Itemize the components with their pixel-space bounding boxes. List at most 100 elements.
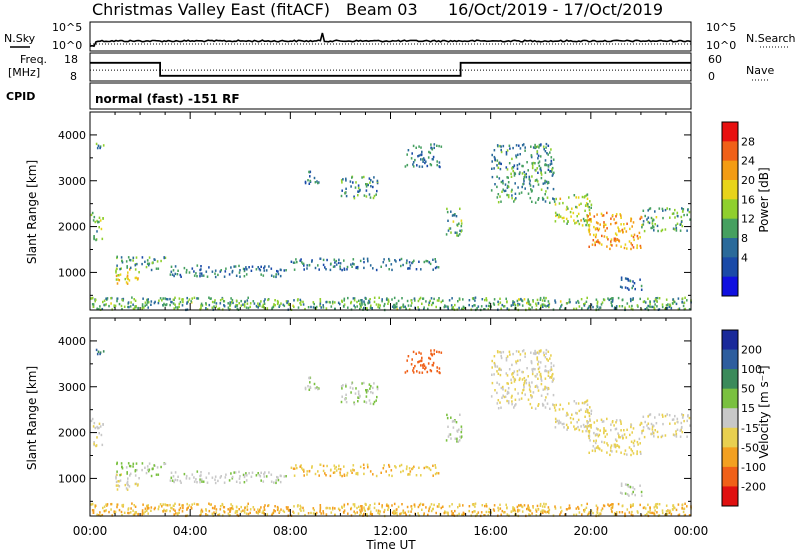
cpid-text: normal (fast) -151 RF [95, 92, 240, 106]
velocity-cell [229, 510, 231, 514]
velocity-cell [400, 463, 403, 467]
power-cell [345, 179, 347, 182]
velocity-cell [126, 488, 129, 491]
power-cell [540, 169, 542, 172]
velocity-cell [101, 513, 104, 517]
velocity-cell [555, 403, 557, 407]
velocity-cell [430, 503, 433, 506]
velocity-cell [143, 512, 145, 515]
power-cell [537, 197, 540, 200]
power-cell [311, 260, 313, 263]
power-cell [319, 300, 322, 303]
power-cell [542, 198, 544, 201]
velocity-cell [436, 369, 438, 373]
velocity-cell [458, 428, 460, 431]
power-cell [277, 272, 280, 276]
velocity-cell [511, 403, 513, 406]
velocity-cell [522, 349, 525, 352]
velocity-cell [554, 507, 557, 510]
power-cell [603, 235, 606, 238]
velocity-cell [313, 508, 315, 512]
power-cell [368, 193, 371, 196]
freq-label: Freq. [20, 53, 47, 66]
power-cell [309, 179, 311, 183]
power-cell [499, 297, 501, 300]
velocity-cell [447, 435, 450, 438]
power-cell [378, 306, 381, 310]
power-cell [322, 258, 325, 262]
velocity-cell [333, 464, 336, 467]
power-cell [357, 186, 360, 190]
power-cell [462, 305, 465, 308]
velocity-cell [239, 475, 241, 478]
velocity-cell [137, 483, 139, 486]
velocity-cell [375, 509, 378, 512]
power-cell [447, 305, 449, 308]
power-cell [577, 299, 579, 303]
velocity-cell [655, 422, 658, 425]
power-cell [103, 303, 106, 307]
power-cell [584, 204, 587, 207]
power-cell [683, 308, 686, 311]
velocity-cell [507, 390, 509, 394]
velocity-cell [132, 465, 134, 468]
power-cell [370, 304, 372, 307]
velocity-cell [531, 406, 533, 409]
velocity-cell [523, 383, 525, 387]
velocity-cell [496, 381, 498, 384]
power-cell [619, 213, 621, 216]
velocity-cell [229, 509, 231, 512]
velocity-cell [330, 468, 332, 471]
velocity-cell [230, 503, 232, 506]
velocity-cell [423, 512, 425, 515]
velocity-cell [526, 367, 528, 370]
power-cell [585, 202, 588, 205]
velocity-cell [219, 476, 222, 479]
velocity-cell [557, 422, 560, 425]
velocity-cell [589, 424, 591, 427]
power-cell [396, 308, 399, 311]
velocity-cell [211, 506, 214, 510]
power-cell [540, 171, 542, 175]
velocity-cell [497, 372, 500, 375]
power-cell [103, 299, 106, 302]
power-cell [614, 239, 617, 243]
velocity-cell [357, 400, 359, 403]
velocity-cell [262, 480, 265, 483]
power-cell [133, 307, 136, 310]
power-cell [624, 286, 627, 289]
velocity-cell [589, 418, 591, 421]
velocity-cell [544, 365, 547, 368]
velocity-cell [657, 435, 659, 439]
power-cell [395, 260, 397, 263]
velocity-cell [675, 435, 678, 438]
velocity-cell [131, 502, 133, 505]
power-cell [349, 180, 352, 183]
power-cell [514, 198, 516, 201]
velocity-cell [668, 414, 671, 417]
velocity-cell [421, 356, 423, 360]
power-cell [117, 278, 119, 281]
velocity-cell [113, 511, 116, 515]
velocity-cell [624, 483, 627, 486]
power-cell [595, 240, 598, 243]
power-cbar-swatch [722, 180, 738, 200]
power-cell [517, 186, 519, 189]
power-cell [544, 193, 546, 196]
velocity-cbar-tick-label: -100 [741, 461, 766, 474]
velocity-cell [293, 511, 295, 515]
power-cell [391, 298, 393, 301]
power-cell [93, 235, 95, 238]
power-cell [522, 143, 525, 146]
velocity-cell [340, 400, 343, 404]
power-cell [673, 300, 675, 303]
nave-label: Nave [746, 64, 774, 77]
power-cell [196, 264, 199, 267]
velocity-cell [234, 511, 237, 514]
velocity-cell [174, 478, 177, 482]
velocity-cell [146, 468, 149, 471]
power-cell [417, 306, 419, 309]
